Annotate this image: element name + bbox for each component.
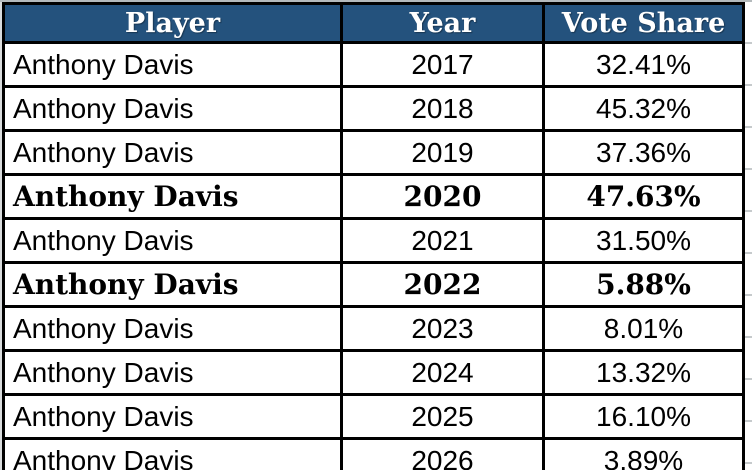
table-row: Anthony Davis 2018 45.32% <box>2 85 745 132</box>
table-row: Anthony Davis 2023 8.01% <box>2 305 745 352</box>
player-cell[interactable]: Anthony Davis <box>2 261 343 308</box>
top-edge-strip <box>0 0 752 2</box>
year-cell[interactable]: 2023 <box>340 305 545 352</box>
table-header: Player Year Vote Share <box>2 2 745 44</box>
table-row: Anthony Davis 2025 16.10% <box>2 393 745 440</box>
player-cell[interactable]: Anthony Davis <box>2 41 343 88</box>
player-cell[interactable]: Anthony Davis <box>2 217 343 264</box>
year-cell[interactable]: 2020 <box>340 173 545 220</box>
vote-share-cell[interactable]: 32.41% <box>542 41 745 88</box>
header-row: Player Year Vote Share <box>2 2 745 44</box>
year-cell[interactable]: 2026 <box>340 437 545 470</box>
year-cell[interactable]: 2024 <box>340 349 545 396</box>
player-cell[interactable]: Anthony Davis <box>2 393 343 440</box>
year-cell[interactable]: 2017 <box>340 41 545 88</box>
table-row: Anthony Davis 2019 37.36% <box>2 129 745 176</box>
table-row: Anthony Davis 2024 13.32% <box>2 349 745 396</box>
year-cell[interactable]: 2021 <box>340 217 545 264</box>
year-cell[interactable]: 2025 <box>340 393 545 440</box>
table-row: Anthony Davis 2020 47.63% <box>2 173 745 220</box>
vote-share-cell[interactable]: 47.63% <box>542 173 745 220</box>
player-cell[interactable]: Anthony Davis <box>2 437 343 470</box>
table-row: Anthony Davis 2021 31.50% <box>2 217 745 264</box>
left-edge-strip <box>0 2 2 470</box>
table-body: Anthony Davis 2017 32.41% Anthony Davis 2018… <box>2 41 745 470</box>
vote-share-cell[interactable]: 8.01% <box>542 305 745 352</box>
vote-share-cell[interactable]: 37.36% <box>542 129 745 176</box>
column-header-player[interactable]: Player <box>2 2 343 44</box>
table-row: Anthony Davis 2026 3.89% <box>2 437 745 470</box>
player-cell[interactable]: Anthony Davis <box>2 85 343 132</box>
year-cell[interactable]: 2019 <box>340 129 545 176</box>
player-cell[interactable]: Anthony Davis <box>2 349 343 396</box>
year-cell[interactable]: 2022 <box>340 261 545 308</box>
player-cell[interactable]: Anthony Davis <box>2 173 343 220</box>
table-row: Anthony Davis 2017 32.41% <box>2 41 745 88</box>
column-header-year[interactable]: Year <box>340 2 545 44</box>
vote-share-cell[interactable]: 3.89% <box>542 437 745 470</box>
right-gutter-gridlines <box>742 2 752 470</box>
player-cell[interactable]: Anthony Davis <box>2 129 343 176</box>
vote-share-cell[interactable]: 13.32% <box>542 349 745 396</box>
vote-share-cell[interactable]: 16.10% <box>542 393 745 440</box>
table-row: Anthony Davis 2022 5.88% <box>2 261 745 308</box>
vote-share-cell[interactable]: 45.32% <box>542 85 745 132</box>
player-cell[interactable]: Anthony Davis <box>2 305 343 352</box>
vote-share-cell[interactable]: 31.50% <box>542 217 745 264</box>
year-cell[interactable]: 2018 <box>340 85 545 132</box>
vote-share-cell[interactable]: 5.88% <box>542 261 745 308</box>
column-header-vote-share[interactable]: Vote Share <box>542 2 745 44</box>
